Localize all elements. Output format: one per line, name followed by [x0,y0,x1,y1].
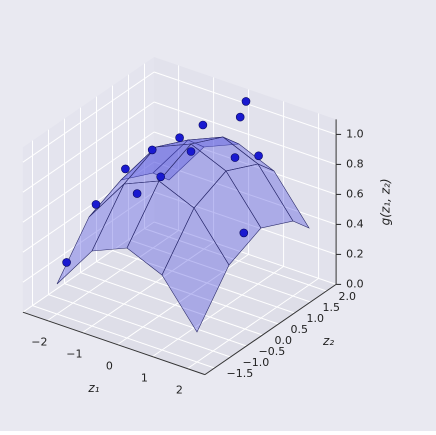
x-tick-label: 1 [141,372,148,385]
floor-pane [22,222,337,375]
scatter-point [230,153,240,162]
grid-line [22,71,155,163]
side-pane [22,57,155,313]
grid-line [22,161,155,253]
scatter-point [239,228,249,238]
y-tick-label: 2.0 [339,290,357,303]
back-pane [154,57,337,285]
grid-line [153,161,337,225]
x-tick-label: 2 [176,384,183,397]
scatter-point [254,151,263,161]
grid-line [96,261,279,325]
z-tick-label: 1.0 [346,127,364,140]
z-tick-label: 0.8 [346,157,364,170]
y-tick-label: 1.5 [323,301,341,314]
scatter-point [147,145,157,155]
grid-line [153,191,337,255]
scatter-point [186,147,196,156]
grid-line [47,229,179,322]
grid-line [82,241,214,334]
y-tick-label: −1.0 [243,356,270,369]
scatter-point [175,133,184,142]
grid-line [128,239,311,303]
z-axis-label: g(z₁, z₂) [379,178,393,225]
grid-line [153,221,337,285]
y-tick-label: 1.0 [307,312,325,325]
axis-line [204,283,337,376]
y-tick-label: −0.5 [259,345,286,358]
y-tick-label: 0.5 [291,323,309,336]
scatter-point [62,258,71,267]
scatter-point [132,189,142,198]
surface-patch [161,207,230,333]
grid-line [80,272,263,336]
x-tick-label: 0 [106,360,113,373]
grid-line [153,101,337,165]
scatter-point [198,120,208,130]
scatter-point [121,164,130,174]
grid-line [153,131,337,195]
grid-line [22,131,155,223]
grid-line [152,265,284,358]
x-tick-label: −1 [66,348,82,361]
x-axis-label: z₁ [87,381,99,395]
grid-line [187,277,319,370]
scatter-point [235,112,245,122]
z-tick-label: 0.0 [346,277,364,290]
z-tick-label: 0.4 [346,217,364,230]
grid-line [144,228,327,292]
grid-line [22,101,155,193]
grid-line [64,283,247,347]
grid-line [32,305,215,369]
z-tick-label: 0.6 [346,187,364,200]
z-tick-label: 0.2 [346,247,364,260]
scatter-point [156,172,165,182]
grid-line [48,294,231,358]
grid-line [22,191,155,283]
scatter-point [241,97,251,106]
grid-line [112,250,295,314]
scatter-point [91,200,101,209]
y-tick-label: 0.0 [275,334,293,347]
axis-line [22,311,206,376]
y-tick-label: −1.5 [227,367,254,380]
y-axis-label: z₂ [322,334,334,348]
x-tick-label: −2 [31,336,47,349]
